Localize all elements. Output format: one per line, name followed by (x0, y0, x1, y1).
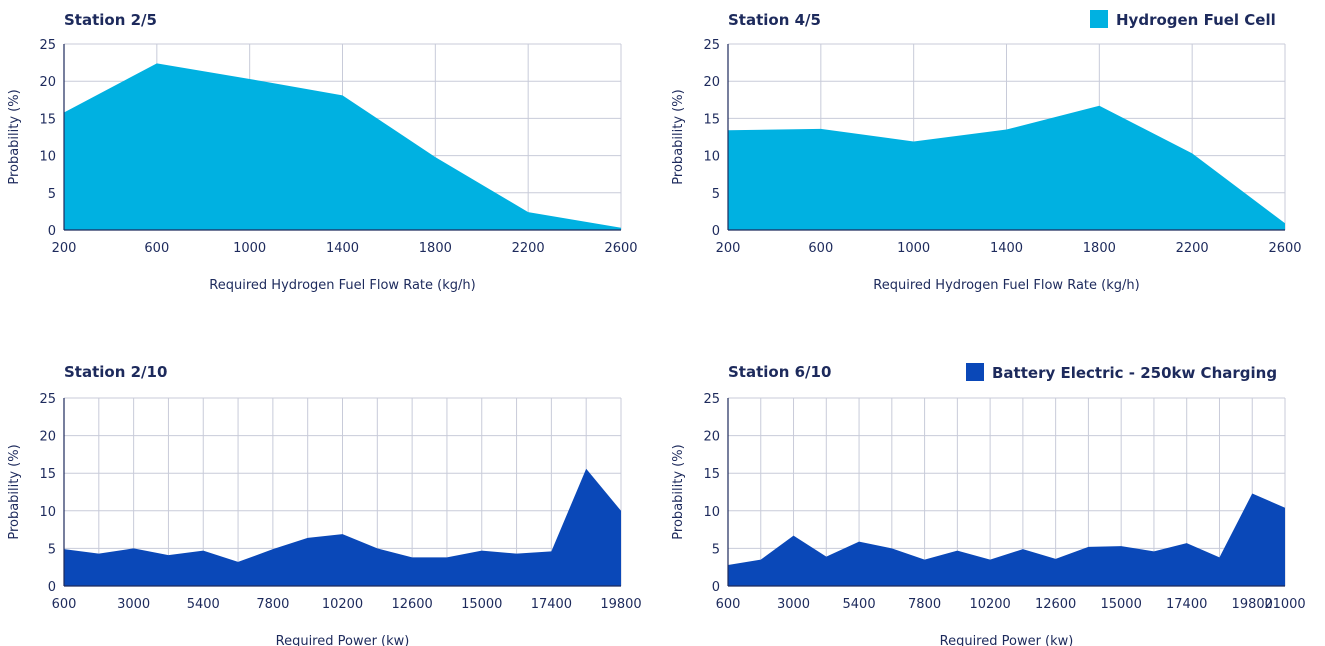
x-tick-label: 1800 (419, 241, 452, 256)
legend-hydrogen: Hydrogen Fuel Cell (1090, 10, 1276, 29)
area-series (64, 468, 621, 586)
x-axis-label: Required Hydrogen Fuel Flow Rate (kg/h) (209, 278, 475, 293)
x-tick-label: 5400 (187, 597, 220, 612)
x-tick-label: 600 (52, 597, 77, 612)
y-axis-label: Probability (%) (7, 89, 22, 184)
x-tick-label: 3000 (117, 597, 150, 612)
legend-swatch-battery (966, 363, 984, 381)
y-tick-label: 20 (703, 75, 720, 90)
y-tick-label: 25 (39, 38, 56, 53)
y-tick-label: 20 (39, 75, 56, 90)
y-tick-label: 20 (39, 430, 56, 445)
chart-title: Station 4/5 (728, 11, 821, 29)
y-tick-label: 25 (703, 392, 720, 407)
y-tick-label: 5 (48, 542, 56, 557)
x-tick-label: 7800 (256, 597, 289, 612)
legend-label-battery: Battery Electric - 250kw Charging (992, 364, 1277, 382)
area-series (728, 493, 1285, 586)
y-tick-label: 0 (48, 224, 56, 239)
y-axis-label: Probability (%) (671, 89, 686, 184)
x-tick-label: 1400 (990, 241, 1023, 256)
x-tick-label: 15000 (461, 597, 502, 612)
x-tick-label: 19800 (1232, 597, 1273, 612)
y-axis-label: Probability (%) (7, 444, 22, 539)
x-tick-label: 1400 (326, 241, 359, 256)
x-tick-label: 10200 (969, 597, 1010, 612)
chart-2: Station 4/5 0 5 10 15 20 25 200 600 1000 1400 1800 2… (671, 11, 1302, 293)
y-axis-label: Probability (%) (671, 444, 686, 539)
x-tick-label: 1800 (1083, 241, 1116, 256)
legend-swatch-hydrogen (1090, 10, 1108, 28)
y-tick-label: 10 (703, 150, 720, 165)
x-tick-label: 5400 (843, 597, 876, 612)
x-tick-label: 12600 (391, 597, 432, 612)
area-series (728, 105, 1285, 230)
chart-title: Station 6/10 (728, 363, 831, 381)
x-tick-label: 600 (144, 241, 169, 256)
x-tick-label: 2600 (604, 241, 637, 256)
x-tick-label: 17400 (1166, 597, 1207, 612)
x-tick-label: 21000 (1264, 597, 1305, 612)
area-series (64, 63, 621, 231)
legend-battery: Battery Electric - 250kw Charging (966, 363, 1277, 382)
chart-4: Station 6/10 0 5 10 15 20 25 600 3000 5400 7800 102… (671, 363, 1306, 646)
x-tick-label: 2200 (1176, 241, 1209, 256)
x-tick-label: 1000 (233, 241, 266, 256)
x-tick-label: 3000 (777, 597, 810, 612)
x-tick-label: 17400 (531, 597, 572, 612)
y-tick-label: 25 (39, 392, 56, 407)
x-tick-label: 1000 (897, 241, 930, 256)
y-tick-label: 5 (48, 187, 56, 202)
y-tick-label: 15 (703, 467, 720, 482)
y-tick-label: 0 (712, 224, 720, 239)
chart-3: Station 2/10 0 5 10 15 20 25 600 3000 5400 7800 102… (7, 363, 642, 646)
x-tick-label: 600 (808, 241, 833, 256)
x-axis-label: Required Hydrogen Fuel Flow Rate (kg/h) (873, 278, 1139, 293)
y-tick-label: 5 (712, 542, 720, 557)
x-axis-label: Required Power (kw) (276, 634, 410, 646)
legend-label-hydrogen: Hydrogen Fuel Cell (1116, 11, 1276, 29)
x-tick-label: 200 (52, 241, 77, 256)
x-axis-label: Required Power (kw) (940, 634, 1074, 646)
chart-title: Station 2/10 (64, 363, 167, 381)
x-tick-label: 15000 (1100, 597, 1141, 612)
x-tick-label: 200 (716, 241, 741, 256)
y-tick-label: 10 (703, 505, 720, 520)
x-tick-label: 19800 (600, 597, 641, 612)
chart-title: Station 2/5 (64, 11, 157, 29)
y-tick-label: 20 (703, 430, 720, 445)
y-tick-label: 15 (703, 112, 720, 127)
y-tick-label: 15 (39, 467, 56, 482)
y-tick-label: 10 (39, 150, 56, 165)
y-tick-label: 15 (39, 112, 56, 127)
y-tick-label: 0 (712, 580, 720, 595)
x-tick-label: 10200 (322, 597, 363, 612)
x-tick-label: 600 (716, 597, 741, 612)
y-tick-label: 25 (703, 38, 720, 53)
chart-1: Station 2/5 0 5 10 15 20 25 200 600 1000 1400 1800 2… (7, 11, 638, 293)
y-tick-label: 10 (39, 505, 56, 520)
x-tick-label: 7800 (908, 597, 941, 612)
x-tick-label: 12600 (1035, 597, 1076, 612)
y-tick-label: 5 (712, 187, 720, 202)
x-tick-label: 2600 (1268, 241, 1301, 256)
y-tick-label: 0 (48, 580, 56, 595)
x-tick-label: 2200 (512, 241, 545, 256)
